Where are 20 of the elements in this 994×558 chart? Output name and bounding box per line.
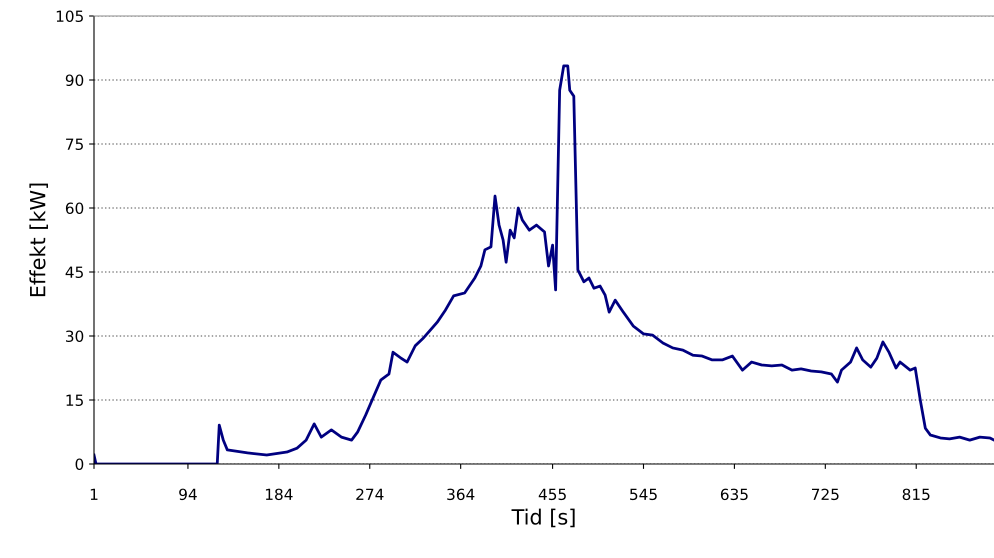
y-axis-title: Effekt [kW] (29, 184, 48, 296)
y-tick-label: 90 (66, 74, 84, 86)
y-tick-label: 45 (66, 266, 83, 278)
x-tick-label: 184 (266, 488, 293, 500)
x-tick-label: 725 (812, 488, 839, 500)
x-tick-label: 815 (902, 488, 930, 500)
y-tick-label: 15 (66, 394, 83, 406)
x-tick-label: 635 (720, 488, 748, 500)
y-tick-label: 75 (66, 138, 83, 150)
y-tick-label: 30 (66, 330, 84, 342)
y-tick-label: 0 (76, 458, 84, 470)
x-tick-label: 364 (447, 488, 474, 500)
y-tick-label: 60 (66, 202, 84, 214)
x-axis-title: Tid [s] (512, 508, 575, 528)
x-tick-label: 274 (356, 488, 384, 500)
x-tick-label: 1 (90, 488, 98, 500)
x-tick-label: 455 (538, 488, 566, 500)
x-tick-label: 94 (179, 488, 197, 500)
y-tick-label: 105 (56, 10, 83, 22)
x-tick-label: 545 (630, 488, 657, 500)
